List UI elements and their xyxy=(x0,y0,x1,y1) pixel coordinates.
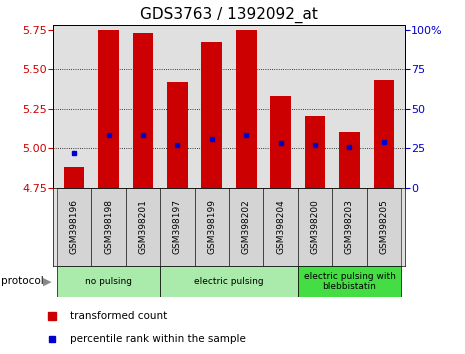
Text: transformed count: transformed count xyxy=(70,311,167,321)
Bar xyxy=(167,82,188,188)
Bar xyxy=(126,188,160,266)
Text: GSM398197: GSM398197 xyxy=(173,199,182,254)
Text: electric pulsing: electric pulsing xyxy=(194,277,264,286)
Bar xyxy=(332,188,367,266)
Bar xyxy=(305,116,325,188)
Bar xyxy=(367,188,401,266)
Text: GSM398200: GSM398200 xyxy=(311,199,319,254)
Bar xyxy=(57,266,160,297)
Bar xyxy=(229,188,264,266)
Text: percentile rank within the sample: percentile rank within the sample xyxy=(70,334,246,344)
Bar xyxy=(339,132,360,188)
Title: GDS3763 / 1392092_at: GDS3763 / 1392092_at xyxy=(140,7,318,23)
Text: GSM398202: GSM398202 xyxy=(242,199,251,254)
Bar xyxy=(133,33,153,188)
Bar xyxy=(57,188,91,266)
Text: GSM398196: GSM398196 xyxy=(70,199,79,254)
Text: GSM398203: GSM398203 xyxy=(345,199,354,254)
Bar xyxy=(201,42,222,188)
Bar xyxy=(270,96,291,188)
Bar xyxy=(236,29,257,188)
Bar xyxy=(264,188,298,266)
Bar xyxy=(64,167,85,188)
Bar xyxy=(98,29,119,188)
Bar xyxy=(160,266,298,297)
Text: GSM398199: GSM398199 xyxy=(207,199,216,254)
Text: ▶: ▶ xyxy=(43,276,51,286)
Text: no pulsing: no pulsing xyxy=(85,277,132,286)
Text: GSM398204: GSM398204 xyxy=(276,199,285,254)
Text: electric pulsing with
blebbistatin: electric pulsing with blebbistatin xyxy=(304,272,395,291)
Bar xyxy=(373,80,394,188)
Text: GSM398205: GSM398205 xyxy=(379,199,388,254)
Bar xyxy=(194,188,229,266)
Bar xyxy=(298,266,401,297)
Text: GSM398201: GSM398201 xyxy=(139,199,147,254)
Text: protocol: protocol xyxy=(1,276,44,286)
Text: GSM398198: GSM398198 xyxy=(104,199,113,254)
Bar xyxy=(91,188,126,266)
Bar xyxy=(298,188,332,266)
Bar xyxy=(160,188,194,266)
